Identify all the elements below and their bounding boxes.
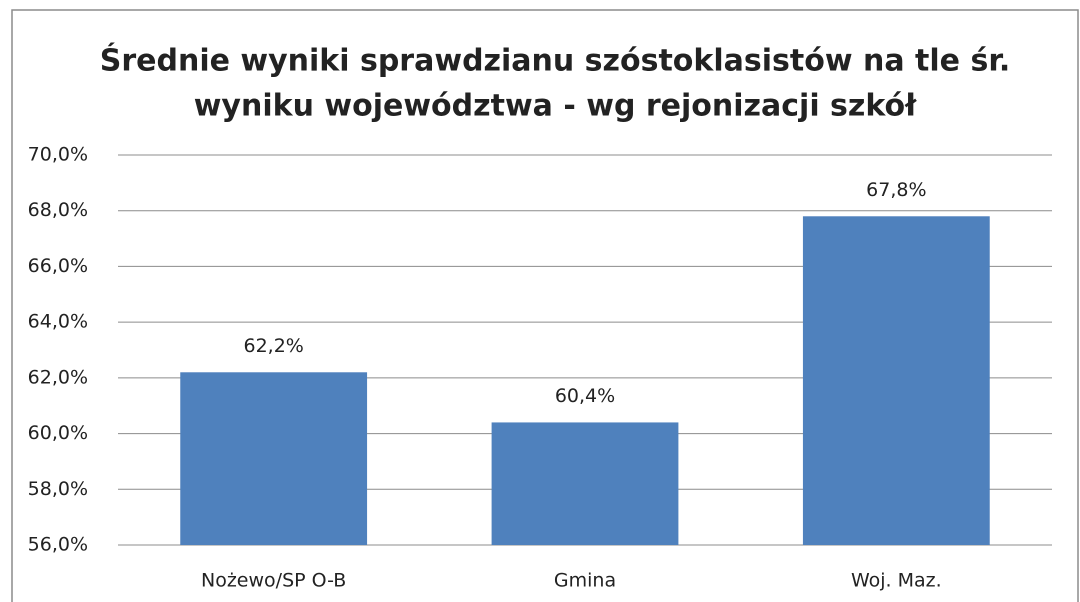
y-tick-label: 60,0%: [28, 422, 88, 444]
y-tick-label: 58,0%: [28, 478, 88, 500]
x-tick-label: Gmina: [554, 570, 616, 592]
x-tick-label: Nożewo/SP O-B: [201, 570, 346, 592]
x-tick-label: Woj. Maz.: [851, 570, 942, 592]
y-tick-label: 68,0%: [28, 199, 88, 221]
chart-title: Średnie wyniki sprawdzianu szóstoklasist…: [100, 42, 1011, 79]
bar: [180, 372, 368, 545]
y-tick-label: 70,0%: [28, 144, 88, 166]
bar: [491, 422, 679, 545]
y-tick-label: 64,0%: [28, 311, 88, 333]
y-tick-label: 66,0%: [28, 255, 88, 277]
data-label: 67,8%: [866, 179, 926, 201]
data-label: 62,2%: [243, 335, 303, 357]
bar: [802, 216, 990, 546]
chart-frame: [11, 9, 1079, 602]
data-label: 60,4%: [555, 385, 615, 407]
y-tick-label: 56,0%: [28, 534, 88, 556]
y-tick-label: 62,0%: [28, 366, 88, 388]
chart-title: wyniku województwa - wg rejonizacji szkó…: [194, 89, 917, 124]
